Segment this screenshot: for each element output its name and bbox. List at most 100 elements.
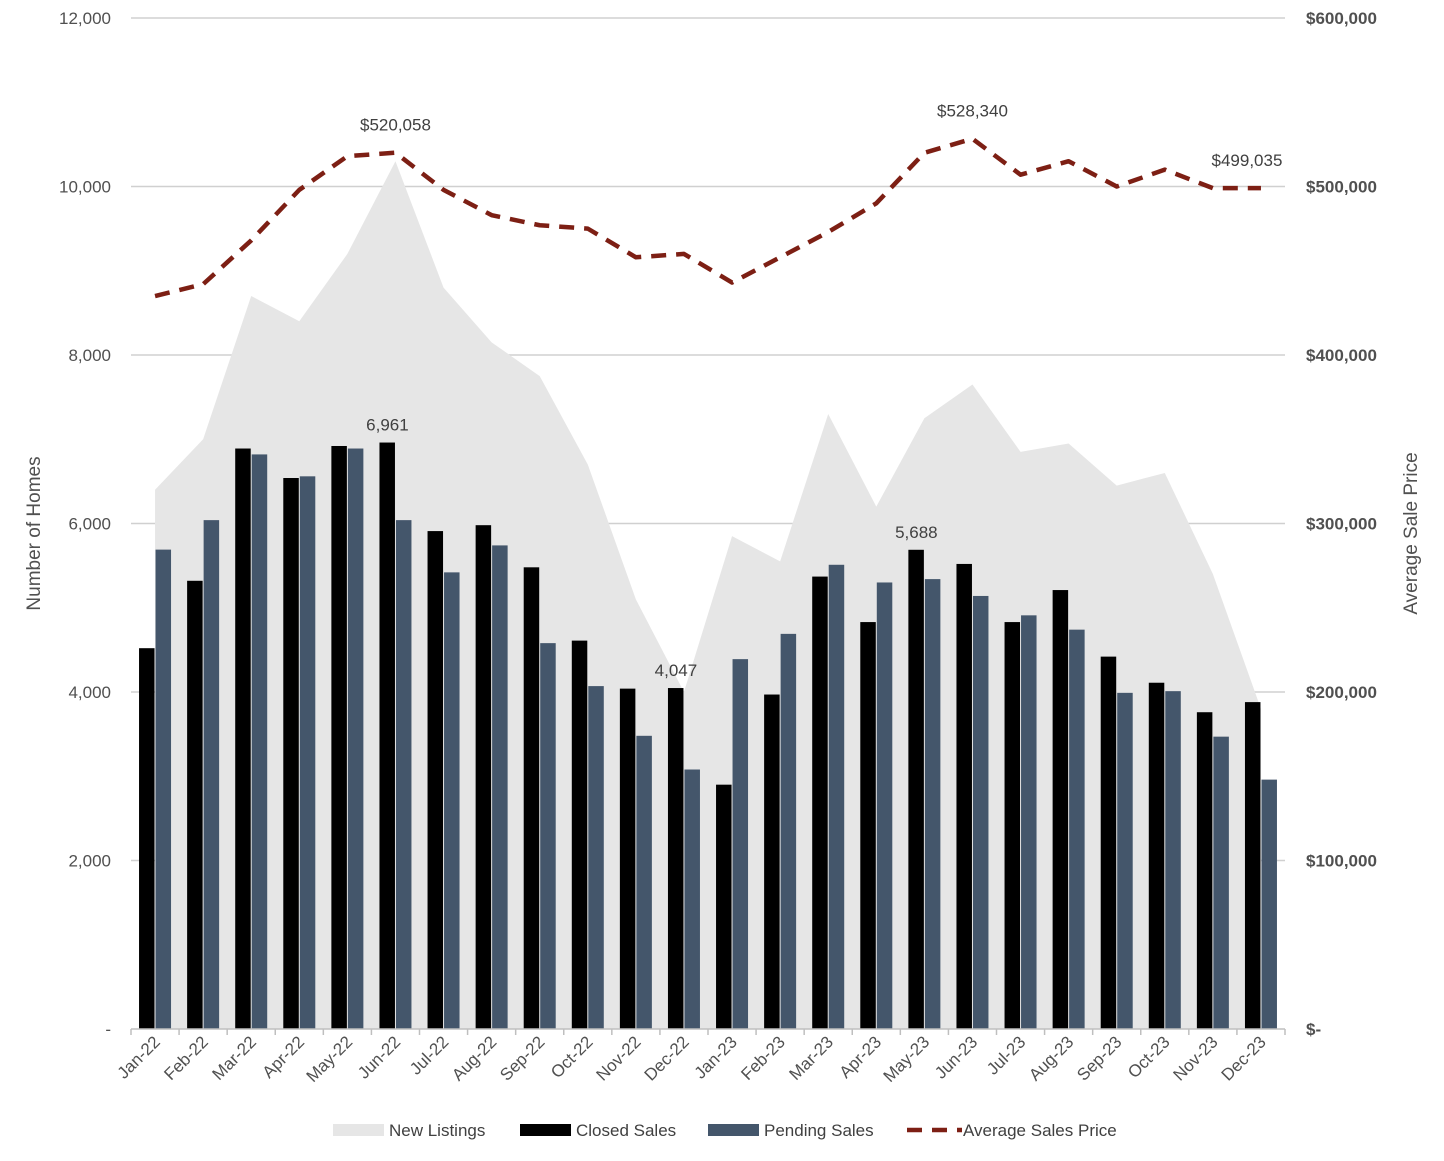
pending-sales-bar — [1069, 629, 1085, 1029]
legend-label: Closed Sales — [576, 1121, 676, 1140]
data-label: $499,035 — [1212, 151, 1283, 170]
y-right-tick-label: $100,000 — [1306, 852, 1377, 871]
y-left-axis-title: Number of Homes — [24, 456, 45, 610]
pending-sales-bar — [1213, 736, 1229, 1029]
pending-sales-bar — [203, 520, 220, 1029]
closed-sales-bar — [716, 784, 732, 1029]
legend-swatch — [333, 1124, 384, 1136]
pending-sales-bar — [1261, 779, 1277, 1029]
data-label: 4,047 — [655, 661, 698, 680]
y-right-tick-label: $300,000 — [1306, 515, 1377, 534]
legend: New Listings Closed Sales Pending Sales Ave… — [333, 1121, 1117, 1140]
y-left-tick-label: 12,000 — [59, 9, 111, 28]
pending-sales-bar — [492, 545, 508, 1029]
y-left-tick-label: 8,000 — [68, 346, 111, 365]
legend-label: Average Sales Price — [963, 1121, 1117, 1140]
pending-sales-bar — [828, 564, 845, 1029]
x-tick-label: Nov-23 — [1170, 1032, 1222, 1084]
x-tick-label: Aug-22 — [448, 1032, 500, 1084]
pending-sales-bar — [1165, 691, 1181, 1029]
pending-sales-bar — [636, 735, 652, 1029]
x-tick-label: Mar-23 — [786, 1032, 838, 1084]
y-right-tick-label: $- — [1306, 1020, 1321, 1039]
closed-sales-bar — [1052, 590, 1069, 1029]
x-tick-label: Oct-23 — [1124, 1032, 1174, 1082]
closed-sales-bar — [475, 525, 492, 1029]
closed-sales-bar — [667, 688, 684, 1029]
y-right-axis-title: Average Sale Price — [1401, 452, 1422, 614]
legend-label: New Listings — [389, 1121, 485, 1140]
price-line-layer — [154, 136, 1261, 299]
x-tick-label: May-22 — [303, 1032, 357, 1086]
legend-swatch — [708, 1124, 759, 1136]
pending-sales-bar — [876, 582, 893, 1029]
y-left-tick-label: 10,000 — [59, 178, 111, 197]
bars-layer — [139, 442, 1277, 1030]
x-tick-label: Feb-22 — [160, 1032, 212, 1084]
x-tick-label: Jun-22 — [354, 1032, 404, 1082]
closed-sales-bar — [1148, 682, 1165, 1029]
x-tick-label: Oct-22 — [547, 1032, 597, 1082]
closed-sales-bar — [427, 531, 444, 1029]
pending-sales-bar — [1117, 692, 1133, 1029]
y-right-tick-label: $500,000 — [1306, 178, 1377, 197]
legend-swatch — [520, 1124, 571, 1136]
pending-sales-bar — [444, 572, 460, 1029]
data-label: $520,058 — [360, 116, 431, 135]
closed-sales-bar — [619, 688, 636, 1029]
x-tick-label: Dec-22 — [641, 1032, 693, 1084]
pending-sales-bar — [299, 476, 316, 1029]
closed-sales-bar — [235, 448, 251, 1030]
pending-sales-bar — [924, 579, 941, 1029]
pending-sales-bar — [684, 769, 700, 1029]
x-tick-label: Jan-23 — [691, 1032, 741, 1082]
data-label: 5,688 — [895, 523, 938, 542]
closed-sales-bar — [1196, 712, 1213, 1029]
new-listings-area-layer — [155, 161, 1261, 1030]
y-right-tick-label: $200,000 — [1306, 683, 1377, 702]
y-left-tick-label: - — [105, 1020, 111, 1039]
x-tick-label: Jul-22 — [406, 1032, 452, 1078]
x-tick-label: Nov-22 — [593, 1032, 645, 1084]
new-listings-area — [155, 161, 1261, 1030]
y-right-tick-label: $600,000 — [1306, 9, 1377, 28]
x-tick-label: Apr-22 — [259, 1032, 309, 1082]
pending-sales-bar — [395, 520, 412, 1029]
y-right-tick-label: $400,000 — [1306, 346, 1377, 365]
legend-label: Pending Sales — [764, 1121, 874, 1140]
closed-sales-bar — [283, 478, 299, 1029]
data-label: 6,961 — [366, 416, 409, 435]
x-tick-label: Aug-23 — [1025, 1032, 1077, 1084]
x-tick-label: Jun-23 — [931, 1032, 981, 1082]
closed-sales-bar — [860, 622, 876, 1029]
x-tick-label: Jan-22 — [114, 1032, 164, 1082]
closed-sales-bar — [1244, 702, 1261, 1029]
x-tick-label: Sep-22 — [496, 1032, 548, 1084]
closed-sales-bar — [571, 640, 588, 1029]
data-labels-layer: 6,961 4,047 5,688 $520,058 $528,340 $499,035 — [360, 102, 1282, 680]
average-sales-price-line — [154, 136, 1261, 299]
closed-sales-bar — [379, 442, 395, 1029]
closed-sales-bar — [1100, 656, 1117, 1029]
closed-sales-bar — [812, 576, 828, 1029]
x-tick-label: May-23 — [880, 1032, 934, 1086]
closed-sales-bar — [523, 567, 540, 1029]
y-left-tick-label: 4,000 — [68, 683, 111, 702]
pending-sales-bar — [251, 454, 268, 1029]
closed-sales-bar — [1004, 622, 1021, 1029]
x-tick-label: Dec-23 — [1218, 1032, 1270, 1084]
y-left-tick-label: 6,000 — [68, 515, 111, 534]
pending-sales-bar — [588, 686, 604, 1029]
closed-sales-bar — [764, 694, 780, 1029]
data-label: $528,340 — [937, 102, 1008, 121]
closed-sales-bar — [139, 648, 155, 1029]
y-left-tick-label: 2,000 — [68, 852, 111, 871]
pending-sales-bar — [1021, 615, 1037, 1029]
x-tick-label: Feb-23 — [737, 1032, 789, 1084]
x-tick-label: Jul-23 — [983, 1032, 1029, 1078]
pending-sales-bar — [732, 659, 749, 1029]
pending-sales-bar — [972, 595, 989, 1029]
pending-sales-bar — [540, 643, 556, 1029]
